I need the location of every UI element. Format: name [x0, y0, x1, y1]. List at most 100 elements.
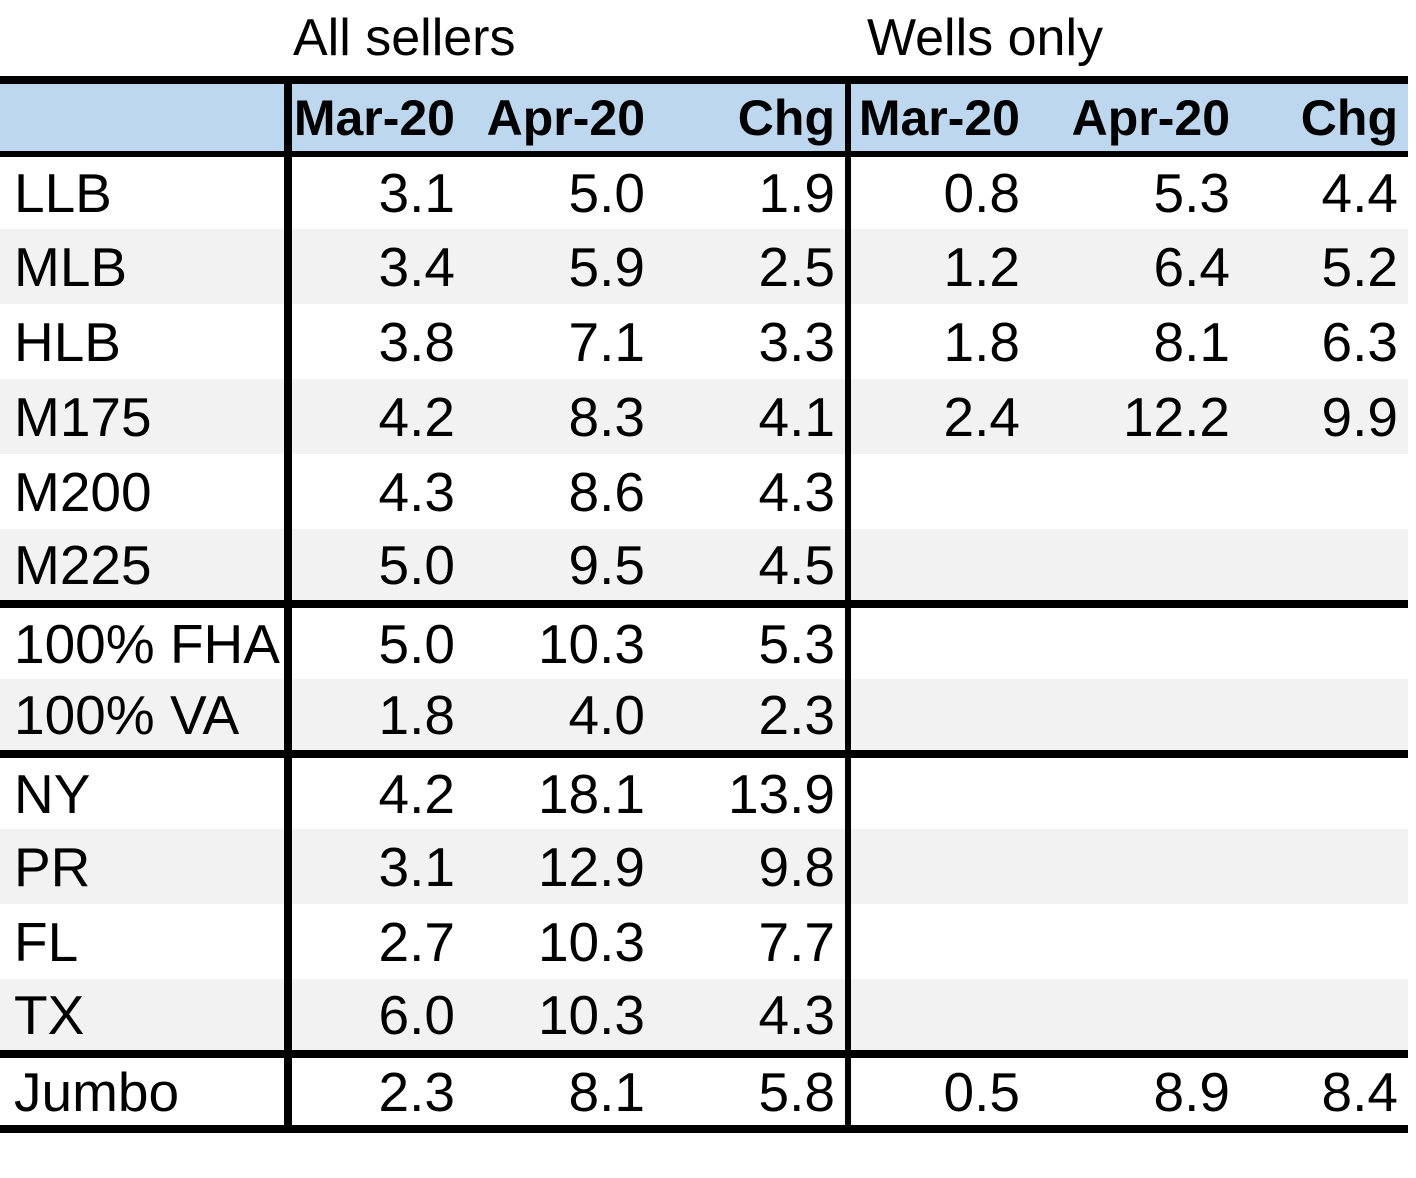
value-cell [848, 604, 1030, 679]
row-label: LLB [0, 154, 292, 229]
value-cell: 6.3 [1240, 304, 1408, 379]
value-cell: 1.8 [288, 679, 465, 758]
value-cell: 2.3 [288, 1054, 465, 1129]
column-header-allsellers-chg: Chg [655, 80, 851, 157]
value-cell: 9.8 [655, 829, 851, 904]
table-row: TX 6.0 10.3 4.3 [0, 979, 1408, 1058]
table-row: MLB 3.4 5.9 2.5 1.2 6.4 5.2 [0, 229, 1408, 304]
value-cell [1030, 829, 1240, 904]
value-cell: 8.9 [1030, 1054, 1240, 1129]
row-label: M200 [0, 454, 292, 529]
column-header-allsellers-mar: Mar-20 [288, 80, 465, 157]
value-cell: 4.5 [655, 529, 851, 608]
row-label: M225 [0, 529, 292, 608]
value-cell: 3.1 [288, 154, 465, 229]
value-cell: 8.3 [465, 379, 655, 454]
value-cell: 1.9 [655, 154, 851, 229]
row-label: Jumbo [0, 1054, 292, 1129]
table-row: LLB 3.1 5.0 1.9 0.8 5.3 4.4 [0, 154, 1408, 229]
group-titles: All sellers Wells only [0, 0, 1416, 76]
row-label: MLB [0, 229, 292, 304]
value-cell: 3.3 [655, 304, 851, 379]
value-cell [848, 529, 1030, 608]
value-cell [1030, 679, 1240, 758]
value-cell: 4.3 [655, 979, 851, 1058]
table-row: M200 4.3 8.6 4.3 [0, 454, 1408, 529]
header-row: Mar-20 Apr-20 Chg Mar-20 Apr-20 Chg [0, 80, 1408, 157]
value-cell: 12.9 [465, 829, 655, 904]
group-title-wells-only: Wells only [867, 9, 1104, 67]
value-cell: 2.4 [848, 379, 1030, 454]
row-label: 100% FHA [0, 604, 292, 679]
value-cell: 8.1 [465, 1054, 655, 1129]
value-cell: 4.2 [288, 754, 465, 829]
value-cell [848, 754, 1030, 829]
column-header-wells-mar: Mar-20 [848, 80, 1030, 157]
table-row: M175 4.2 8.3 4.1 2.4 12.2 9.9 [0, 379, 1408, 454]
group-title-all-sellers: All sellers [293, 9, 516, 67]
value-cell [848, 904, 1030, 979]
value-cell: 2.5 [655, 229, 851, 304]
value-cell [1240, 829, 1408, 904]
row-label: M175 [0, 379, 292, 454]
value-cell [1030, 979, 1240, 1058]
value-cell: 4.1 [655, 379, 851, 454]
table-row: M225 5.0 9.5 4.5 [0, 529, 1408, 608]
value-cell: 5.2 [1240, 229, 1408, 304]
value-cell [1030, 454, 1240, 529]
table-row: FL 2.7 10.3 7.7 [0, 904, 1408, 979]
value-cell: 4.3 [288, 454, 465, 529]
column-header-wells-apr: Apr-20 [1030, 80, 1240, 157]
value-cell: 8.4 [1240, 1054, 1408, 1129]
value-cell [1030, 604, 1240, 679]
value-cell [1240, 754, 1408, 829]
column-header-allsellers-apr: Apr-20 [465, 80, 655, 157]
table-row: 100% FHA 5.0 10.3 5.3 [0, 604, 1408, 679]
row-label: NY [0, 754, 292, 829]
value-cell [1240, 679, 1408, 758]
value-cell: 5.0 [288, 604, 465, 679]
value-cell: 10.3 [465, 904, 655, 979]
value-cell: 7.7 [655, 904, 851, 979]
value-cell [1030, 754, 1240, 829]
table-row: Jumbo 2.3 8.1 5.8 0.5 8.9 8.4 [0, 1054, 1408, 1129]
value-cell [1030, 904, 1240, 979]
value-cell: 8.6 [465, 454, 655, 529]
value-cell: 6.4 [1030, 229, 1240, 304]
value-cell [848, 454, 1030, 529]
column-header-wells-chg: Chg [1240, 80, 1408, 157]
value-cell [848, 829, 1030, 904]
value-cell: 10.3 [465, 604, 655, 679]
value-cell: 3.4 [288, 229, 465, 304]
table-row: NY 4.2 18.1 13.9 [0, 754, 1408, 829]
value-cell [1240, 454, 1408, 529]
value-cell [1240, 904, 1408, 979]
value-cell [1240, 529, 1408, 608]
table-row: HLB 3.8 7.1 3.3 1.8 8.1 6.3 [0, 304, 1408, 379]
value-cell: 1.2 [848, 229, 1030, 304]
value-cell: 2.3 [655, 679, 851, 758]
value-cell: 0.5 [848, 1054, 1030, 1129]
corner-cell [0, 80, 292, 157]
value-cell [1240, 979, 1408, 1058]
value-cell: 13.9 [655, 754, 851, 829]
value-cell: 10.3 [465, 979, 655, 1058]
table-row: 100% VA 1.8 4.0 2.3 [0, 679, 1408, 758]
table-row: PR 3.1 12.9 9.8 [0, 829, 1408, 904]
value-cell: 12.2 [1030, 379, 1240, 454]
value-cell [848, 679, 1030, 758]
value-cell: 2.7 [288, 904, 465, 979]
value-cell [1030, 529, 1240, 608]
value-cell: 5.3 [1030, 154, 1240, 229]
row-label: FL [0, 904, 292, 979]
value-cell: 5.3 [655, 604, 851, 679]
value-cell: 5.0 [288, 529, 465, 608]
value-cell: 7.1 [465, 304, 655, 379]
value-cell: 4.2 [288, 379, 465, 454]
value-cell: 4.4 [1240, 154, 1408, 229]
row-label: PR [0, 829, 292, 904]
table-body: LLB 3.1 5.0 1.9 0.8 5.3 4.4 MLB 3.4 5.9 2.5 1.2 6.4 5… [0, 154, 1408, 1129]
value-cell: 3.1 [288, 829, 465, 904]
value-cell: 5.9 [465, 229, 655, 304]
value-cell: 4.0 [465, 679, 655, 758]
